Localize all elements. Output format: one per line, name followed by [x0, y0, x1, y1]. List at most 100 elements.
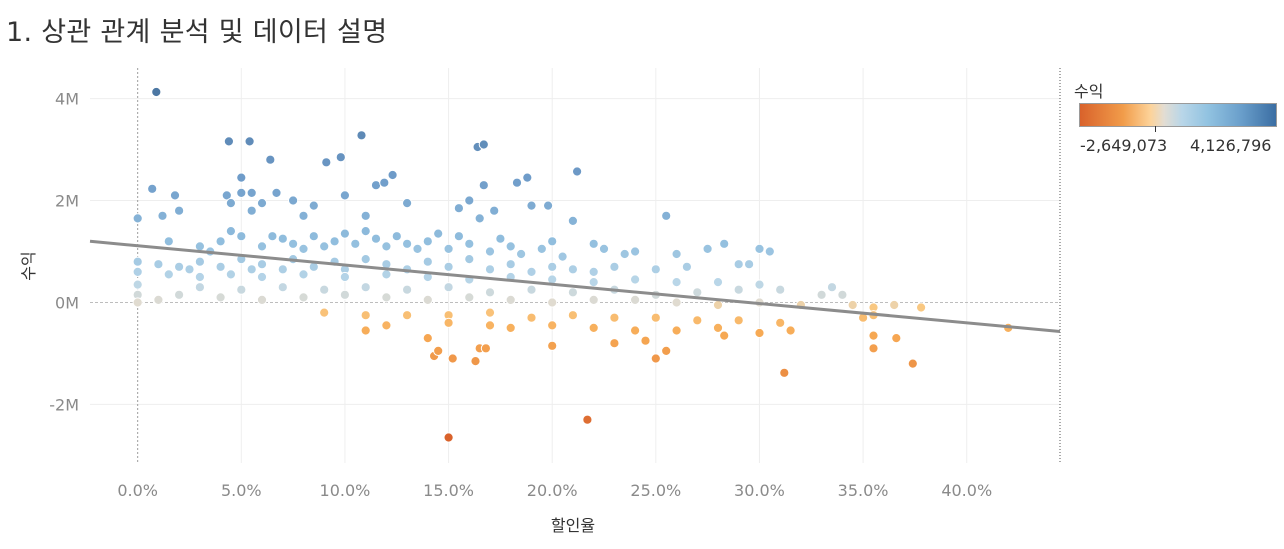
data-point[interactable]: [671, 325, 682, 336]
data-point[interactable]: [464, 238, 475, 249]
data-point[interactable]: [132, 213, 143, 224]
data-point[interactable]: [225, 226, 236, 237]
data-point[interactable]: [661, 210, 672, 221]
data-point[interactable]: [402, 238, 413, 249]
data-point[interactable]: [433, 345, 444, 356]
data-point[interactable]: [484, 246, 496, 257]
data-point[interactable]: [174, 289, 185, 300]
data-point[interactable]: [256, 241, 268, 252]
data-point[interactable]: [194, 256, 205, 267]
data-point[interactable]: [511, 177, 523, 188]
data-point[interactable]: [754, 243, 765, 254]
data-point[interactable]: [671, 297, 682, 308]
data-point[interactable]: [567, 310, 579, 321]
data-point[interactable]: [847, 299, 858, 311]
data-point[interactable]: [505, 259, 516, 270]
data-point[interactable]: [478, 180, 489, 191]
data-point[interactable]: [298, 243, 309, 254]
data-point[interactable]: [891, 333, 902, 344]
data-point[interactable]: [916, 302, 927, 313]
data-point[interactable]: [379, 177, 390, 188]
data-point[interactable]: [464, 292, 475, 303]
data-point[interactable]: [387, 169, 398, 181]
data-point[interactable]: [267, 231, 278, 242]
data-point[interactable]: [236, 231, 247, 242]
data-point[interactable]: [422, 294, 433, 305]
data-point[interactable]: [215, 261, 226, 272]
data-point[interactable]: [702, 243, 713, 254]
data-point[interactable]: [288, 195, 299, 206]
data-point[interactable]: [650, 353, 661, 364]
data-point[interactable]: [360, 226, 371, 237]
data-point[interactable]: [907, 358, 918, 369]
data-point[interactable]: [484, 307, 496, 318]
data-point[interactable]: [319, 307, 330, 318]
data-point[interactable]: [256, 294, 268, 305]
data-point[interactable]: [256, 259, 268, 270]
data-point[interactable]: [572, 166, 583, 177]
trend-line[interactable]: [89, 239, 1061, 333]
data-point[interactable]: [567, 215, 579, 226]
data-point[interactable]: [522, 172, 533, 183]
data-point[interactable]: [484, 264, 496, 275]
data-point[interactable]: [194, 282, 205, 293]
data-point[interactable]: [194, 271, 205, 283]
data-point[interactable]: [339, 289, 350, 300]
data-point[interactable]: [733, 259, 744, 270]
data-point[interactable]: [298, 269, 309, 280]
data-point[interactable]: [598, 243, 610, 254]
data-point[interactable]: [443, 432, 454, 443]
data-point[interactable]: [402, 198, 413, 209]
data-point[interactable]: [319, 284, 330, 295]
data-point[interactable]: [505, 322, 516, 333]
data-point[interactable]: [308, 200, 319, 211]
data-point[interactable]: [256, 198, 268, 209]
data-point[interactable]: [526, 266, 537, 277]
data-point[interactable]: [443, 243, 454, 254]
data-point[interactable]: [370, 180, 382, 191]
data-point[interactable]: [236, 284, 247, 295]
data-point[interactable]: [443, 261, 454, 272]
data-point[interactable]: [588, 277, 599, 288]
data-point[interactable]: [356, 130, 367, 141]
data-point[interactable]: [236, 187, 247, 198]
data-point[interactable]: [132, 279, 143, 290]
data-point[interactable]: [868, 330, 879, 341]
data-point[interactable]: [547, 236, 558, 247]
data-point[interactable]: [733, 284, 744, 295]
data-point[interactable]: [474, 213, 485, 224]
data-point[interactable]: [157, 210, 168, 221]
data-point[interactable]: [329, 236, 340, 247]
data-point[interactable]: [350, 238, 361, 249]
data-point[interactable]: [557, 251, 568, 262]
data-point[interactable]: [391, 231, 402, 242]
data-point[interactable]: [588, 294, 599, 305]
data-point[interactable]: [412, 243, 423, 254]
data-point[interactable]: [169, 190, 181, 201]
data-point[interactable]: [526, 200, 537, 211]
data-point[interactable]: [640, 335, 651, 346]
data-point[interactable]: [588, 238, 599, 249]
data-point[interactable]: [453, 203, 464, 214]
data-point[interactable]: [288, 238, 299, 249]
data-point[interactable]: [692, 315, 703, 326]
data-point[interactable]: [754, 327, 765, 339]
data-point[interactable]: [422, 333, 433, 344]
data-point[interactable]: [837, 289, 848, 300]
data-point[interactable]: [567, 264, 579, 275]
data-point[interactable]: [671, 277, 682, 288]
data-point[interactable]: [609, 312, 620, 323]
data-point[interactable]: [236, 172, 247, 183]
data-point[interactable]: [265, 154, 276, 165]
data-point[interactable]: [244, 136, 255, 147]
data-point[interactable]: [495, 233, 506, 244]
data-point[interactable]: [630, 325, 641, 336]
data-point[interactable]: [370, 233, 382, 244]
data-point[interactable]: [221, 190, 232, 201]
data-point[interactable]: [163, 236, 174, 247]
data-point[interactable]: [543, 200, 554, 211]
data-point[interactable]: [381, 292, 392, 303]
data-point[interactable]: [764, 246, 775, 257]
data-point[interactable]: [733, 315, 744, 326]
data-point[interactable]: [319, 241, 330, 252]
